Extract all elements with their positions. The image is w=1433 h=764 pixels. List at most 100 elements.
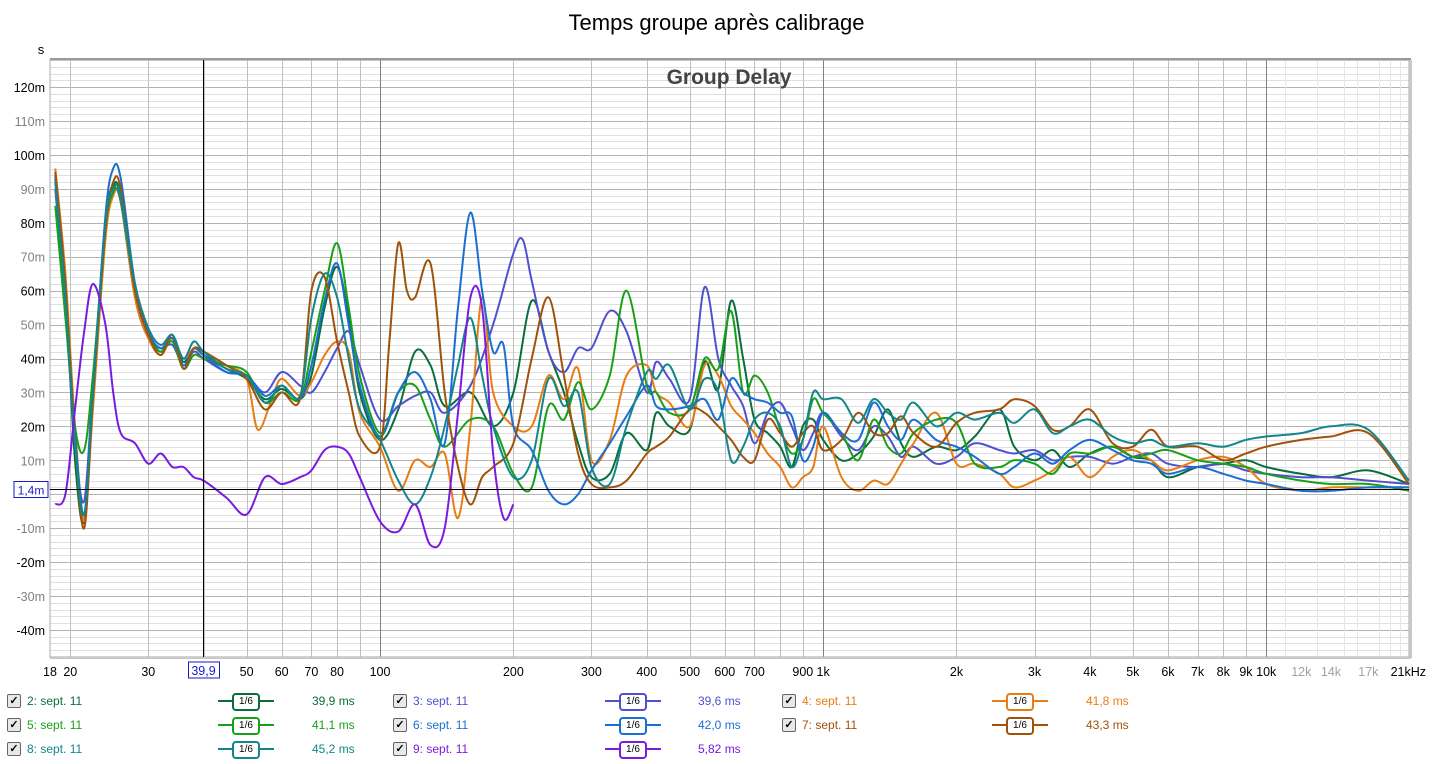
legend-smoothing-label: 1/6 [232, 693, 260, 711]
legend-smoothing-label: 1/6 [619, 741, 647, 759]
cursor-x-readout: 39,9 [191, 664, 215, 678]
legend-label: 2: sept. 11 [27, 694, 83, 708]
x-tick-label: 4k [1083, 665, 1097, 679]
x-axis-ticks: 18 20 30 50 60 70 80 100 200 300 400 500 600 700 900 1k… [43, 665, 1426, 679]
legend-smoothing-label: 1/6 [1006, 717, 1034, 735]
y-tick-label: 40m [21, 353, 45, 367]
x-tick-label: 3k [1028, 665, 1042, 679]
x-tick-label: 12k [1291, 665, 1312, 679]
chart-inner-title: Group Delay [667, 66, 792, 89]
x-tick-label: 9k [1239, 665, 1253, 679]
x-tick-label: 30 [141, 665, 155, 679]
legend-smoothing-button[interactable]: 1/6 [605, 716, 661, 735]
y-tick-label: 20m [21, 420, 45, 434]
y-axis-unit: s [38, 42, 45, 57]
legend-smoothing-button[interactable]: 1/6 [218, 740, 274, 759]
series-line-5 [54, 162, 1410, 516]
y-tick-label: 10m [21, 454, 45, 468]
legend-label: 5: sept. 11 [27, 718, 83, 732]
x-tick-label: 7k [1191, 665, 1205, 679]
legend-delay-value: 42,0 ms [698, 718, 741, 732]
legend-smoothing-button[interactable]: 1/6 [992, 716, 1048, 735]
y-tick-label: 100m [14, 149, 45, 163]
x-tick-label: 1k [817, 665, 831, 679]
x-tick-label: 2k [950, 665, 964, 679]
y-tick-label: -10m [17, 522, 45, 536]
y-tick-label: 70m [21, 251, 45, 265]
legend-label: 8: sept. 11 [27, 742, 83, 756]
x-tick-label: 18 [43, 665, 57, 679]
legend-delay-value: 41,8 ms [1086, 694, 1129, 708]
legend-smoothing-label: 1/6 [619, 717, 647, 735]
x-tick-label: 60 [275, 665, 289, 679]
legend-checkbox[interactable]: ✓ [7, 718, 21, 732]
chart-grid [50, 60, 1409, 657]
series-line-1 [54, 175, 1410, 525]
x-tick-label: 5k [1126, 665, 1140, 679]
legend-label: 6: sept. 11 [413, 718, 469, 732]
y-axis-ticks: 120m 110m 100m 90m 80m 70m 60m 50m 40m 30m 20m 10m -… [14, 81, 45, 638]
x-tick-label: 400 [636, 665, 657, 679]
legend-smoothing-label: 1/6 [232, 717, 260, 735]
x-tick-label: 20 [63, 665, 77, 679]
x-tick-label: 14k [1321, 665, 1342, 679]
cursor-y-readout: 1,4m [18, 484, 45, 498]
series-line-3 [54, 168, 1409, 523]
x-tick-label: 600 [714, 665, 735, 679]
legend-checkbox[interactable]: ✓ [393, 742, 407, 756]
legend-delay-value: 39,9 ms [312, 694, 355, 708]
y-tick-label: 90m [21, 183, 45, 197]
legend-smoothing-label: 1/6 [619, 693, 647, 711]
y-tick-label: -30m [17, 590, 45, 604]
x-tick-label: 80 [330, 665, 344, 679]
series-line-4 [54, 186, 1410, 493]
x-tick-label: 70 [304, 665, 318, 679]
x-tick-label: 10k [1256, 665, 1277, 679]
y-tick-label: -20m [17, 556, 45, 570]
legend-delay-value: 45,2 ms [312, 742, 355, 756]
legend-delay-value: 41,1 ms [312, 718, 355, 732]
legend-smoothing-button[interactable]: 1/6 [218, 692, 274, 711]
legend-delay-value: 43,3 ms [1086, 718, 1129, 732]
x-tick-label: 17k [1358, 665, 1379, 679]
legend-smoothing-label: 1/6 [232, 741, 260, 759]
series-line-8 [54, 282, 515, 549]
legend-checkbox[interactable]: ✓ [7, 742, 21, 756]
legend-delay-value: 5,82 ms [698, 742, 741, 756]
y-tick-label: -40m [17, 624, 45, 638]
legend-checkbox[interactable]: ✓ [7, 694, 21, 708]
x-tick-label: 700 [744, 665, 765, 679]
legend-checkbox[interactable]: ✓ [782, 718, 796, 732]
cursor-x-readout-box [188, 661, 220, 679]
legend-smoothing-button[interactable]: 1/6 [992, 692, 1048, 711]
legend-checkbox[interactable]: ✓ [393, 694, 407, 708]
x-tick-label: 300 [581, 665, 602, 679]
legend-smoothing-button[interactable]: 1/6 [218, 716, 274, 735]
y-tick-label: 110m [15, 115, 45, 129]
y-tick-label: 80m [21, 217, 45, 231]
x-tick-label: 200 [503, 665, 524, 679]
legend-smoothing-button[interactable]: 1/6 [605, 740, 661, 759]
series-lines [54, 162, 1410, 549]
legend-smoothing-label: 1/6 [1006, 693, 1034, 711]
legend-label: 4: sept. 11 [802, 694, 858, 708]
y-tick-label: 50m [21, 319, 45, 333]
legend-smoothing-button[interactable]: 1/6 [605, 692, 661, 711]
y-tick-label: 120m [14, 81, 45, 95]
cursor-y-readout-box [13, 481, 49, 498]
y-tick-label: 30m [21, 386, 45, 400]
legend-label: 7: sept. 11 [802, 718, 858, 732]
cursor: 1,4m 39,9 [13, 60, 1409, 679]
legend-checkbox[interactable]: ✓ [393, 718, 407, 732]
x-tick-label: 6k [1161, 665, 1175, 679]
plot-frame [49, 59, 1410, 658]
x-tick-label: 100 [370, 665, 391, 679]
window-title: Temps groupe après calibrage [568, 10, 865, 35]
legend-label: 9: sept. 11 [413, 742, 469, 756]
legend-checkbox[interactable]: ✓ [782, 694, 796, 708]
x-tick-label: 500 [679, 665, 700, 679]
series-line-7 [54, 182, 1410, 517]
legend-label: 3: sept. 11 [413, 694, 469, 708]
group-delay-chart: Group Delay s 120m 110m 100m 90m 80m 70m 60m 50… [13, 42, 1426, 679]
y-tick-label: 60m [21, 285, 45, 299]
